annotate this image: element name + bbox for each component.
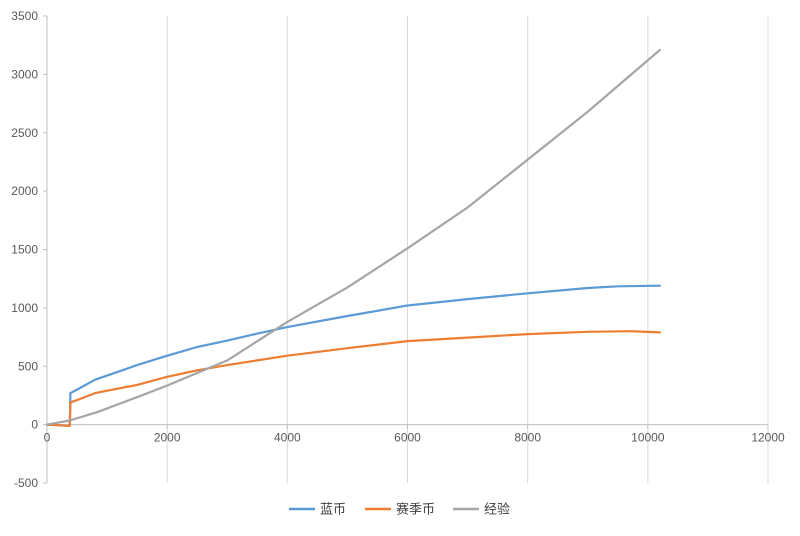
x-tick-label: 6000 <box>394 431 421 445</box>
y-tick-label: -500 <box>14 476 38 490</box>
y-tick-label: 3000 <box>11 67 38 81</box>
y-tick-label: 1500 <box>11 243 38 257</box>
legend-label-2: 经验 <box>484 502 510 517</box>
x-tick-label: 4000 <box>274 431 301 445</box>
x-tick-label: 12000 <box>751 431 785 445</box>
x-tick-label: 8000 <box>514 431 541 445</box>
legend-label-1: 赛季币 <box>396 502 435 517</box>
y-tick-label: 1000 <box>11 301 38 315</box>
y-tick-label: 2500 <box>11 126 38 140</box>
y-tick-label: 3500 <box>11 9 38 23</box>
legend: 蓝币 赛季币 经验 <box>289 502 510 517</box>
series-line-1 <box>45 330 661 427</box>
y-tick-label: 500 <box>18 359 38 373</box>
y-tick-label: 2000 <box>11 184 38 198</box>
axes <box>43 15 769 484</box>
x-tick-label: 0 <box>44 431 51 445</box>
tick-labels: -500 0 500 1000 1500 2000 2500 3000 3500 0 2000 400… <box>11 9 785 490</box>
x-tick-label: 10000 <box>631 431 665 445</box>
y-tick-label: 0 <box>31 418 38 432</box>
legend-label-0: 蓝币 <box>320 502 346 517</box>
series-line-2 <box>45 48 661 426</box>
x-tick-label: 2000 <box>154 431 181 445</box>
series-line-0 <box>45 284 661 427</box>
series-lines <box>45 48 661 427</box>
